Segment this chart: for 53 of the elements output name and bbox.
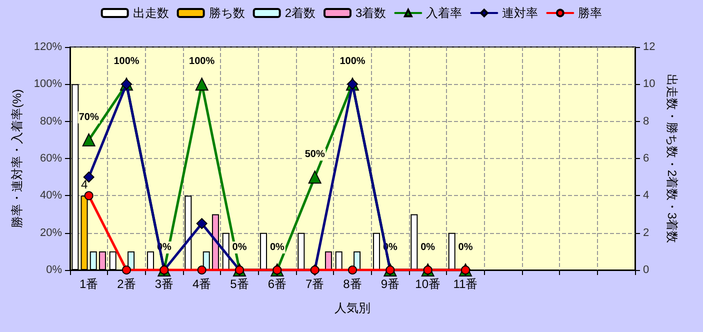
y2-tick-label: 10 xyxy=(643,78,656,90)
y-tick-label: 100% xyxy=(34,78,62,90)
data-label: 0% xyxy=(458,242,473,253)
y-axis-title: 勝率・連対率・入着率(%) xyxy=(10,89,24,228)
point xyxy=(122,266,131,274)
y2-axis-title: 出走数・勝ち数・2着数・3着数 xyxy=(665,74,680,244)
point xyxy=(348,266,357,274)
data-label: 100% xyxy=(114,56,140,68)
y2-tick-label: 2 xyxy=(643,226,650,239)
legend-label: 2着数 xyxy=(284,6,316,20)
x-tick-label: 3番 xyxy=(154,277,174,291)
x-tick-label: 4番 xyxy=(192,277,212,291)
y2-tick-label: 0 xyxy=(643,264,650,276)
point xyxy=(82,133,96,146)
y2-tick-label: 4 xyxy=(643,190,650,202)
y-tick-label: 80% xyxy=(40,115,62,128)
data-label: 4 xyxy=(80,178,88,192)
x-axis-title: 人気別 xyxy=(334,301,370,315)
data-label: 0% xyxy=(420,242,436,253)
data-label: 0% xyxy=(232,242,247,253)
legend-label: 勝率 xyxy=(578,6,602,20)
point xyxy=(84,191,94,200)
legend-label: 連対率 xyxy=(502,6,538,20)
y-tick-label: 120% xyxy=(34,41,62,53)
y-tick-label: 60% xyxy=(40,152,62,164)
x-tick-label: 10番 xyxy=(415,277,441,291)
legend-label: 入着率 xyxy=(426,6,462,20)
point xyxy=(308,170,322,184)
data-label: 70% xyxy=(78,112,99,123)
legend-label: 3着数 xyxy=(356,6,386,20)
legend-label: 出走数 xyxy=(132,6,169,20)
x-tick-label: 8番 xyxy=(343,277,362,291)
x-tick-label: 9番 xyxy=(380,277,400,291)
x-tick-label: 1番 xyxy=(79,277,98,291)
data-label: 100% xyxy=(189,56,215,68)
point xyxy=(197,266,206,274)
data-label: 50% xyxy=(304,149,325,160)
y-tick-label: 20% xyxy=(40,226,62,239)
x-tick-label: 7番 xyxy=(305,277,324,291)
y-tick-label: 40% xyxy=(40,190,62,202)
y2-tick-label: 6 xyxy=(643,152,650,164)
y2-tick-label: 12 xyxy=(643,41,656,53)
data-label: 0% xyxy=(270,242,284,253)
x-tick-label: 11番 xyxy=(453,277,478,291)
legend-label: 勝ち数 xyxy=(208,6,245,20)
point xyxy=(195,78,208,91)
x-tick-label: 6番 xyxy=(268,277,287,291)
data-label: 100% xyxy=(340,56,366,68)
y-tick-label: 0% xyxy=(46,264,62,276)
x-tick-label: 5番 xyxy=(230,277,249,291)
x-tick-label: 2番 xyxy=(117,277,136,291)
y2-tick-label: 8 xyxy=(643,115,650,128)
point xyxy=(196,218,208,230)
